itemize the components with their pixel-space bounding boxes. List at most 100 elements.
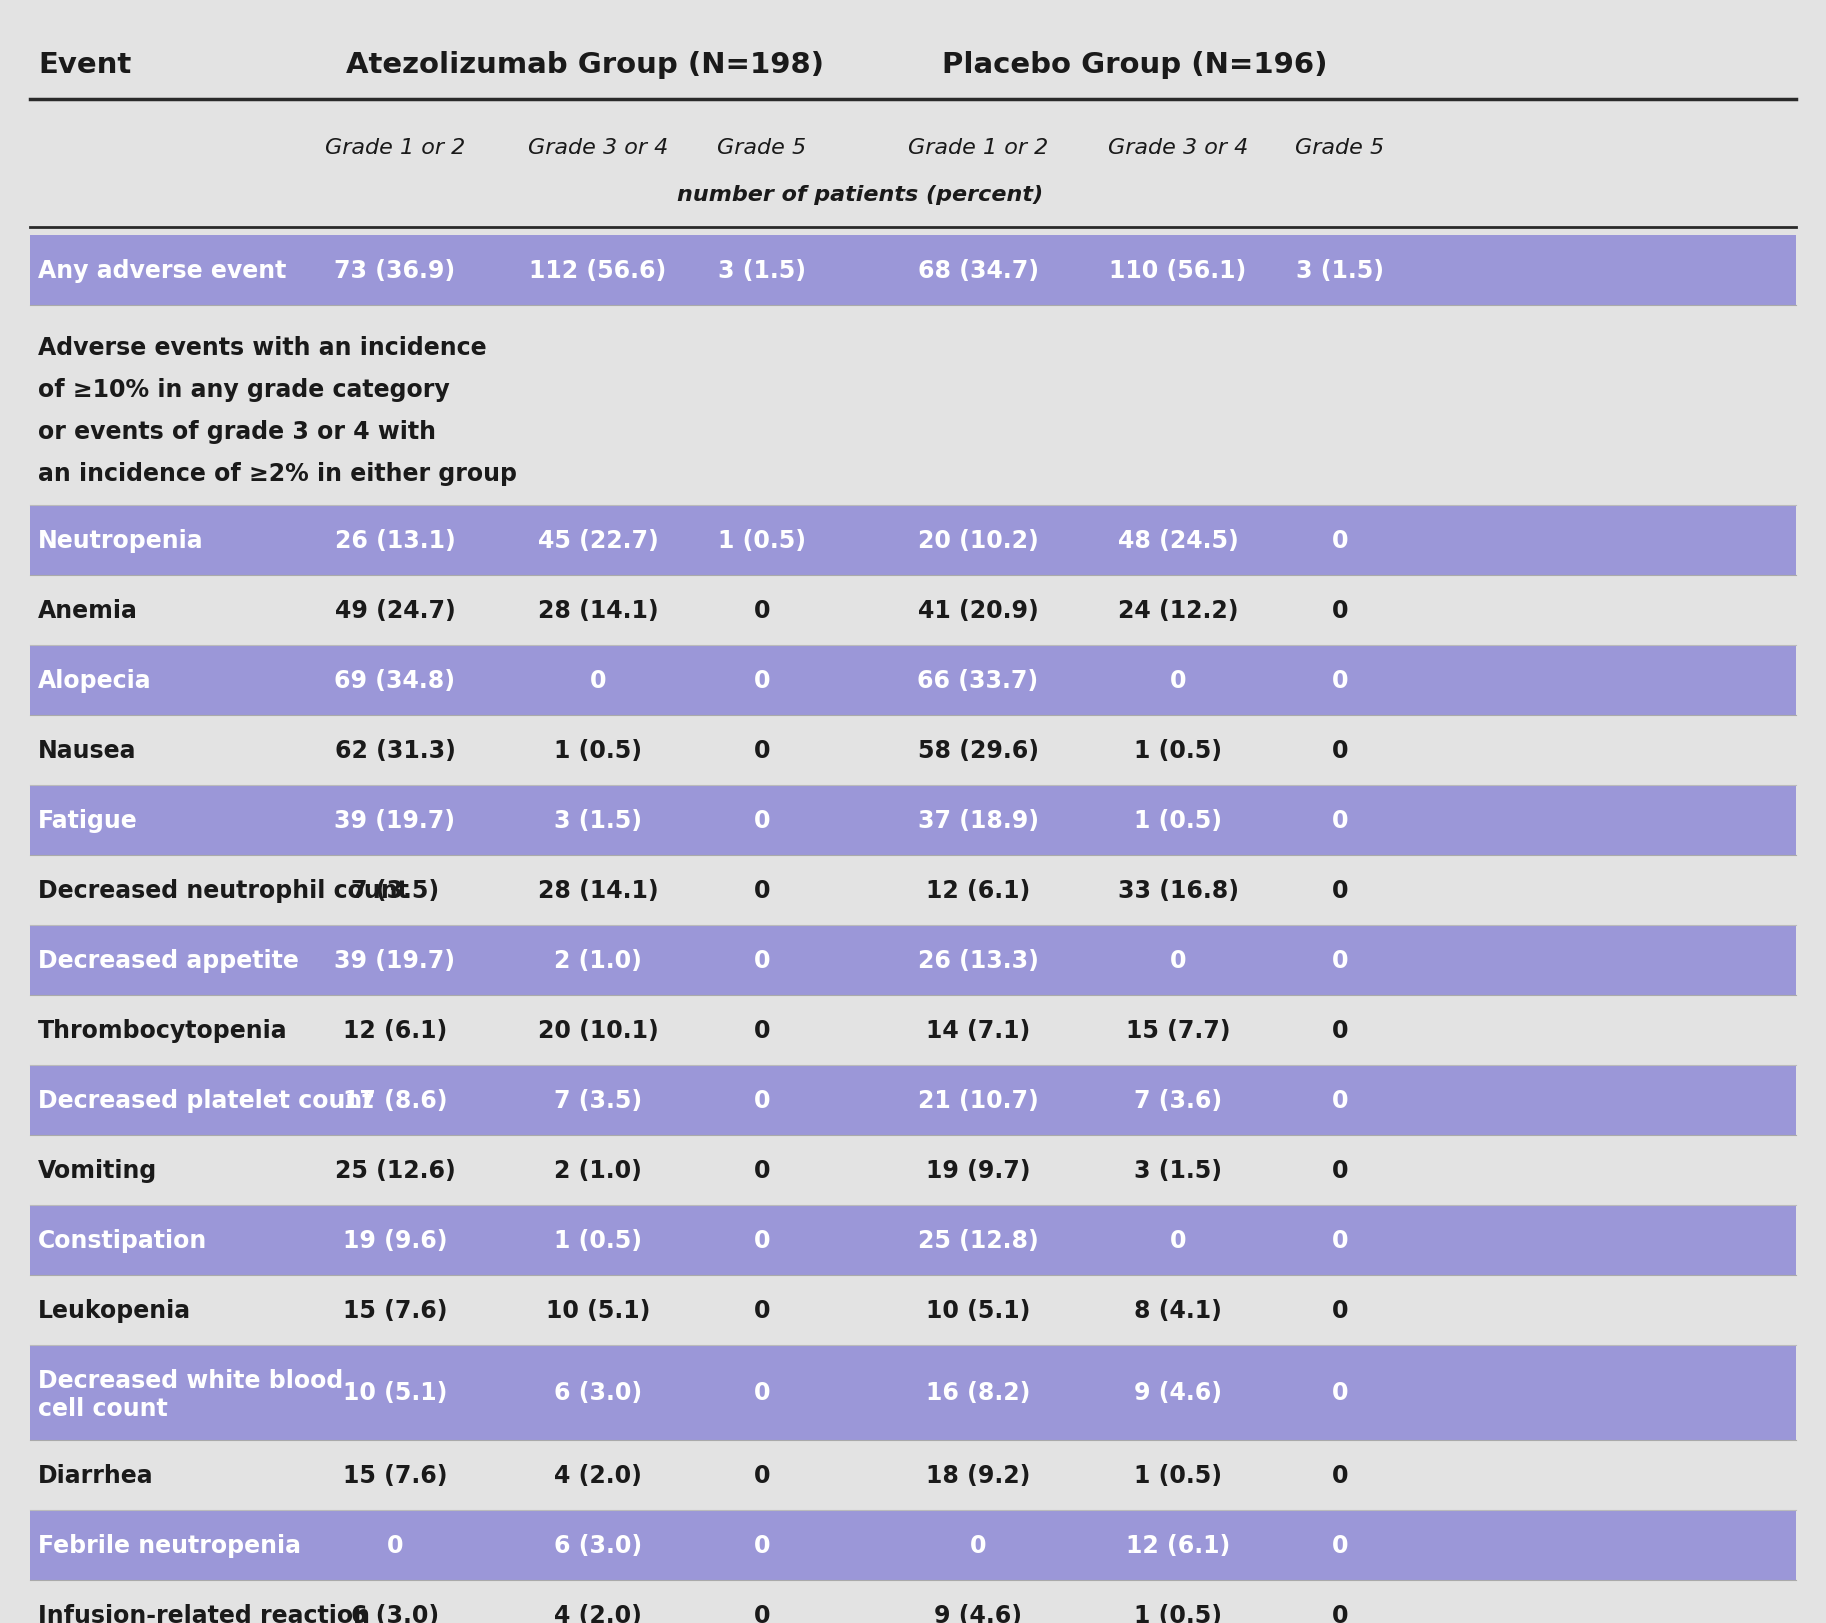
Text: 49 (24.7): 49 (24.7) [334, 599, 455, 623]
Text: 0: 0 [754, 1604, 771, 1623]
Text: 28 (14.1): 28 (14.1) [537, 599, 659, 623]
Text: 73 (36.9): 73 (36.9) [334, 258, 455, 282]
Bar [29, 1206, 1797, 1276]
Text: of ≥10% in any grade category: of ≥10% in any grade category [38, 378, 449, 403]
Text: 24 (12.2): 24 (12.2) [1118, 599, 1238, 623]
Text: 15 (7.6): 15 (7.6) [343, 1462, 447, 1487]
Text: 25 (12.8): 25 (12.8) [918, 1229, 1039, 1253]
Text: Decreased platelet count: Decreased platelet count [38, 1089, 374, 1112]
Text: 0: 0 [1170, 948, 1187, 972]
Text: 12 (6.1): 12 (6.1) [343, 1018, 447, 1042]
Text: 0: 0 [1331, 1298, 1348, 1323]
Text: 12 (6.1): 12 (6.1) [1127, 1534, 1231, 1556]
Text: 19 (9.6): 19 (9.6) [343, 1229, 447, 1253]
Text: 3 (1.5): 3 (1.5) [1296, 258, 1384, 282]
Text: 1 (0.5): 1 (0.5) [1134, 738, 1222, 763]
Text: 20 (10.1): 20 (10.1) [537, 1018, 659, 1042]
Bar [29, 646, 1797, 716]
Text: 0: 0 [754, 1381, 771, 1404]
Text: 0: 0 [754, 948, 771, 972]
Bar [29, 786, 1797, 855]
Text: 112 (56.6): 112 (56.6) [530, 258, 666, 282]
Text: Grade 5: Grade 5 [718, 138, 807, 157]
Text: 0: 0 [754, 1298, 771, 1323]
Text: Anemia: Anemia [38, 599, 139, 623]
Text: Vomiting: Vomiting [38, 1159, 157, 1182]
Text: 25 (12.6): 25 (12.6) [334, 1159, 455, 1182]
Text: 0: 0 [754, 1159, 771, 1182]
Text: Constipation: Constipation [38, 1229, 206, 1253]
Text: 48 (24.5): 48 (24.5) [1118, 529, 1238, 553]
Text: 10 (5.1): 10 (5.1) [546, 1298, 650, 1323]
Text: 45 (22.7): 45 (22.7) [537, 529, 659, 553]
Text: 0: 0 [754, 878, 771, 902]
Text: Atezolizumab Group (N=198): Atezolizumab Group (N=198) [345, 50, 824, 80]
Bar [29, 506, 1797, 576]
Text: 0: 0 [754, 1229, 771, 1253]
Text: Leukopenia: Leukopenia [38, 1298, 192, 1323]
Text: 0: 0 [1331, 599, 1348, 623]
Text: 0: 0 [1331, 1018, 1348, 1042]
Text: 0: 0 [1331, 529, 1348, 553]
Text: 0: 0 [754, 808, 771, 833]
Text: 4 (2.0): 4 (2.0) [553, 1604, 643, 1623]
Text: 0: 0 [754, 1018, 771, 1042]
Text: 0: 0 [754, 669, 771, 693]
Text: 110 (56.1): 110 (56.1) [1110, 258, 1247, 282]
Text: 6 (3.0): 6 (3.0) [351, 1604, 438, 1623]
Text: 0: 0 [1331, 1462, 1348, 1487]
Text: Diarrhea: Diarrhea [38, 1462, 153, 1487]
Text: 1 (0.5): 1 (0.5) [553, 738, 643, 763]
Text: 0: 0 [1331, 1534, 1348, 1556]
Text: 33 (16.8): 33 (16.8) [1118, 878, 1238, 902]
Text: cell count: cell count [38, 1397, 168, 1420]
Text: 12 (6.1): 12 (6.1) [926, 878, 1030, 902]
Text: an incidence of ≥2% in either group: an incidence of ≥2% in either group [38, 461, 517, 485]
Text: 41 (20.9): 41 (20.9) [918, 599, 1039, 623]
Text: 8 (4.1): 8 (4.1) [1134, 1298, 1222, 1323]
Text: Nausea: Nausea [38, 738, 137, 763]
Text: 0: 0 [970, 1534, 986, 1556]
Text: 0: 0 [754, 738, 771, 763]
Text: 0: 0 [754, 1462, 771, 1487]
Bar [29, 1509, 1797, 1581]
Text: 4 (2.0): 4 (2.0) [553, 1462, 643, 1487]
Text: 7 (3.5): 7 (3.5) [351, 878, 438, 902]
Text: 2 (1.0): 2 (1.0) [553, 1159, 643, 1182]
Text: 10 (5.1): 10 (5.1) [926, 1298, 1030, 1323]
Bar [29, 925, 1797, 995]
Text: Grade 3 or 4: Grade 3 or 4 [528, 138, 668, 157]
Text: 26 (13.3): 26 (13.3) [917, 948, 1039, 972]
Text: Fatigue: Fatigue [38, 808, 137, 833]
Text: 6 (3.0): 6 (3.0) [553, 1534, 643, 1556]
Text: 2 (1.0): 2 (1.0) [553, 948, 643, 972]
Text: 0: 0 [1331, 808, 1348, 833]
Text: 0: 0 [1170, 669, 1187, 693]
Text: 18 (9.2): 18 (9.2) [926, 1462, 1030, 1487]
Text: 28 (14.1): 28 (14.1) [537, 878, 659, 902]
Text: 3 (1.5): 3 (1.5) [1134, 1159, 1222, 1182]
Text: 39 (19.7): 39 (19.7) [334, 948, 455, 972]
Text: 68 (34.7): 68 (34.7) [917, 258, 1039, 282]
Text: Neutropenia: Neutropenia [38, 529, 205, 553]
Text: 20 (10.2): 20 (10.2) [918, 529, 1039, 553]
Text: Thrombocytopenia: Thrombocytopenia [38, 1018, 289, 1042]
Text: 3 (1.5): 3 (1.5) [553, 808, 643, 833]
Bar [29, 1345, 1797, 1440]
Text: 3 (1.5): 3 (1.5) [718, 258, 805, 282]
Text: 21 (10.7): 21 (10.7) [918, 1089, 1039, 1112]
Text: 1 (0.5): 1 (0.5) [1134, 1604, 1222, 1623]
Text: 7 (3.5): 7 (3.5) [553, 1089, 643, 1112]
Text: 0: 0 [1331, 878, 1348, 902]
Text: 0: 0 [754, 1089, 771, 1112]
Text: 0: 0 [1331, 738, 1348, 763]
Text: 10 (5.1): 10 (5.1) [343, 1381, 447, 1404]
Text: Infusion-related reaction: Infusion-related reaction [38, 1604, 371, 1623]
Text: Grade 3 or 4: Grade 3 or 4 [1108, 138, 1249, 157]
Text: Decreased appetite: Decreased appetite [38, 948, 299, 972]
Text: 0: 0 [1331, 1381, 1348, 1404]
Text: 39 (19.7): 39 (19.7) [334, 808, 455, 833]
Bar [29, 235, 1797, 305]
Text: 15 (7.6): 15 (7.6) [343, 1298, 447, 1323]
Text: 26 (13.1): 26 (13.1) [334, 529, 455, 553]
